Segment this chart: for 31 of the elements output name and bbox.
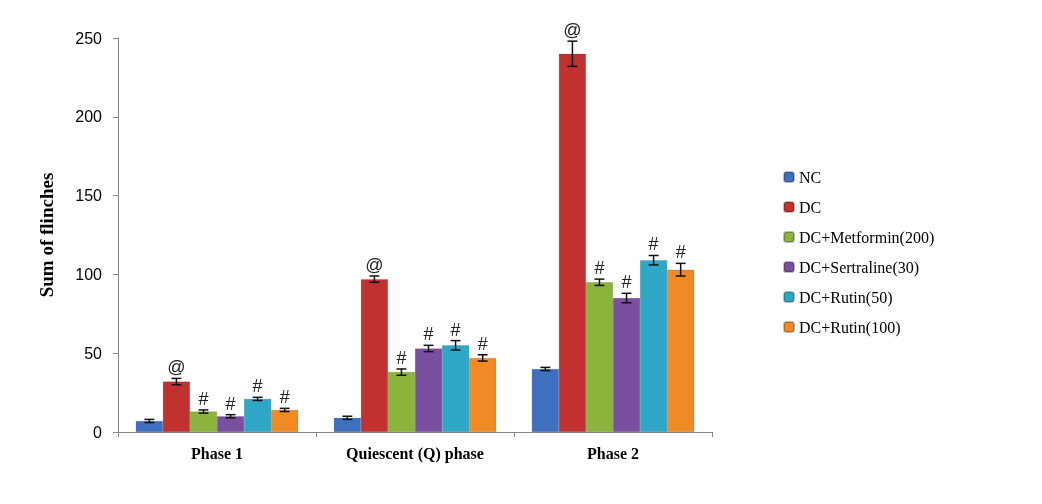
x-tick-label: Quiescent (Q) phase bbox=[346, 444, 484, 463]
y-tick-label: 200 bbox=[75, 108, 103, 126]
data-label: # bbox=[621, 272, 632, 293]
y-tick-label: 150 bbox=[75, 187, 103, 205]
data-label: @ bbox=[365, 254, 384, 275]
data-label: # bbox=[423, 324, 434, 345]
data-label: # bbox=[594, 258, 605, 279]
x-tick-label: Phase 1 bbox=[191, 444, 243, 462]
data-label: @ bbox=[167, 357, 186, 378]
legend-label: NC bbox=[799, 168, 822, 186]
y-tick-label: 0 bbox=[93, 423, 103, 441]
data-label: # bbox=[198, 388, 209, 409]
data-label: # bbox=[450, 319, 461, 340]
data-label: @ bbox=[563, 20, 582, 41]
data-label: # bbox=[675, 242, 686, 263]
data-label: # bbox=[648, 234, 659, 255]
legend-label: DC+Rutin(100) bbox=[799, 318, 901, 337]
legend-label: DC+Metformin(200) bbox=[799, 228, 935, 247]
legend-label: DC+Sertraline(30) bbox=[799, 258, 920, 277]
data-label: # bbox=[225, 393, 236, 414]
data-label: # bbox=[252, 376, 263, 397]
data-label: # bbox=[279, 387, 290, 408]
legend-label: DC bbox=[799, 198, 822, 216]
x-tick-label: Phase 2 bbox=[587, 444, 639, 462]
data-label: # bbox=[477, 333, 488, 354]
y-tick-label: 100 bbox=[75, 265, 103, 283]
legend-label: DC+Rutin(50) bbox=[799, 288, 893, 307]
y-axis-title: Sum of flinches bbox=[36, 172, 57, 298]
y-tick-label: 50 bbox=[84, 344, 103, 362]
y-tick-label: 250 bbox=[75, 29, 103, 47]
data-label: # bbox=[396, 347, 407, 368]
